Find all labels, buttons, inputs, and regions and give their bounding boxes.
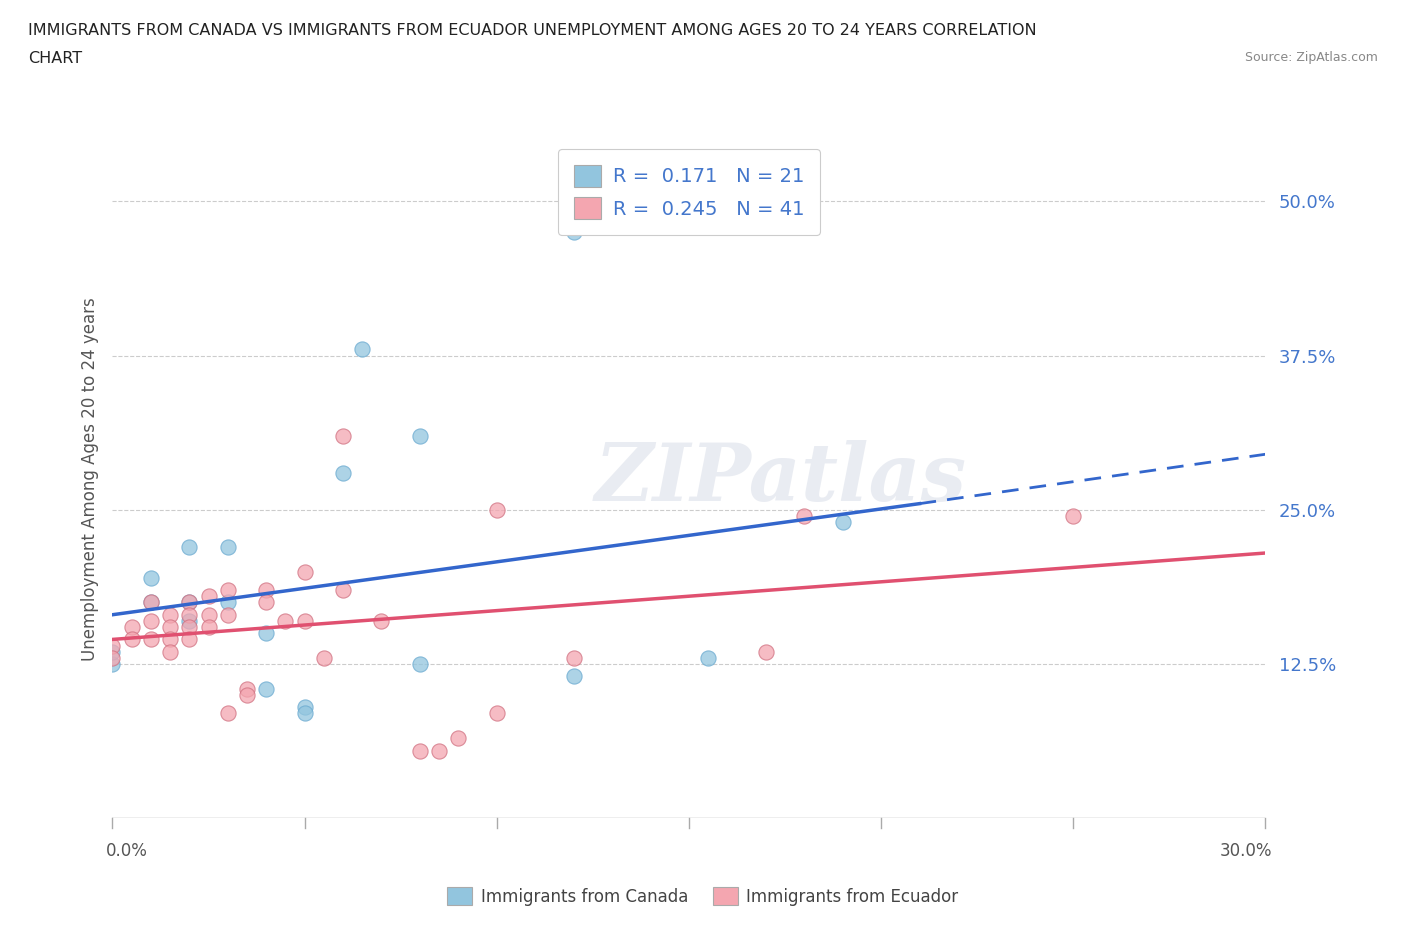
Point: [447, 731, 470, 746]
Point: [101, 650, 124, 665]
Point: [101, 638, 124, 653]
Point: [485, 706, 508, 721]
Point: [427, 743, 450, 758]
Point: [101, 644, 124, 659]
Text: IMMIGRANTS FROM CANADA VS IMMIGRANTS FROM ECUADOR UNEMPLOYMENT AMONG AGES 20 TO : IMMIGRANTS FROM CANADA VS IMMIGRANTS FRO…: [28, 23, 1036, 38]
Point: [197, 589, 219, 604]
Point: [121, 619, 143, 634]
Point: [562, 225, 585, 240]
Point: [159, 619, 181, 634]
Point: [485, 502, 508, 517]
Point: [697, 650, 720, 665]
Point: [254, 582, 277, 597]
Point: [139, 595, 162, 610]
Point: [159, 607, 181, 622]
Text: 30.0%: 30.0%: [1220, 842, 1272, 859]
Point: [236, 682, 259, 697]
Point: [254, 626, 277, 641]
Point: [159, 644, 181, 659]
Point: [254, 682, 277, 697]
Point: [217, 539, 239, 554]
Point: [179, 595, 201, 610]
Point: [254, 595, 277, 610]
Point: [294, 706, 316, 721]
Point: [139, 614, 162, 629]
Point: [197, 607, 219, 622]
Point: [312, 650, 335, 665]
Point: [197, 619, 219, 634]
Point: [101, 657, 124, 671]
Point: [121, 632, 143, 647]
Point: [370, 614, 392, 629]
Point: [294, 565, 316, 579]
Y-axis label: Unemployment Among Ages 20 to 24 years: Unemployment Among Ages 20 to 24 years: [80, 297, 98, 661]
Point: [217, 607, 239, 622]
Legend: R =  0.171   N = 21, R =  0.245   N = 41: R = 0.171 N = 21, R = 0.245 N = 41: [558, 149, 820, 235]
Point: [179, 607, 201, 622]
Point: [831, 514, 853, 529]
Point: [1062, 509, 1084, 524]
Point: [139, 632, 162, 647]
Point: [274, 614, 297, 629]
Text: CHART: CHART: [28, 51, 82, 66]
Legend: Immigrants from Canada, Immigrants from Ecuador: Immigrants from Canada, Immigrants from …: [440, 881, 966, 912]
Point: [409, 743, 432, 758]
Point: [139, 595, 162, 610]
Point: [179, 539, 201, 554]
Point: [793, 509, 815, 524]
Point: [562, 650, 585, 665]
Point: [294, 614, 316, 629]
Point: [179, 595, 201, 610]
Point: [217, 706, 239, 721]
Point: [332, 582, 354, 597]
Point: [562, 669, 585, 684]
Point: [352, 342, 374, 357]
Point: [159, 632, 181, 647]
Point: [179, 632, 201, 647]
Point: [179, 614, 201, 629]
Point: [409, 657, 432, 671]
Point: [217, 582, 239, 597]
Point: [332, 429, 354, 444]
Text: Source: ZipAtlas.com: Source: ZipAtlas.com: [1244, 51, 1378, 64]
Point: [139, 570, 162, 585]
Text: ZIPatlas: ZIPatlas: [595, 440, 967, 518]
Point: [294, 700, 316, 715]
Point: [409, 429, 432, 444]
Point: [179, 619, 201, 634]
Point: [332, 465, 354, 480]
Point: [217, 595, 239, 610]
Point: [236, 687, 259, 702]
Text: 0.0%: 0.0%: [105, 842, 148, 859]
Point: [755, 644, 778, 659]
